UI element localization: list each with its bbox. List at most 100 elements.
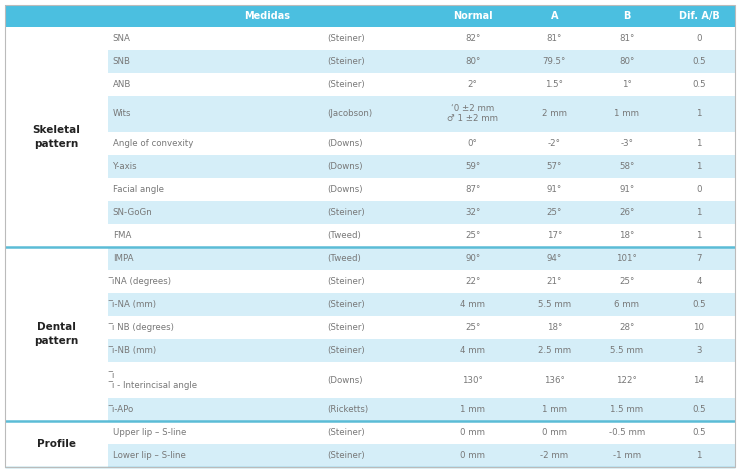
Text: 28°: 28° [619,323,634,332]
Text: 0 mm: 0 mm [542,428,567,437]
Text: 2 mm: 2 mm [542,110,567,118]
Bar [107,201,735,224]
Text: 0.5: 0.5 [692,428,706,437]
Text: 0: 0 [696,185,702,194]
Text: 18°: 18° [619,231,634,240]
Text: 0 mm: 0 mm [460,451,485,460]
Text: 0.5: 0.5 [692,57,706,66]
Text: 10: 10 [693,323,704,332]
Text: ♂ 1 ±2 mm: ♂ 1 ±2 mm [447,114,498,124]
Text: 22°: 22° [465,277,480,286]
Text: 91°: 91° [547,185,562,194]
Text: 94°: 94° [547,254,562,263]
Text: SNA: SNA [112,34,130,43]
Text: (Steiner): (Steiner) [327,80,365,89]
Text: Dental
pattern: Dental pattern [34,322,78,346]
Bar [107,398,735,421]
Text: 7: 7 [696,254,702,263]
Text: -2°: -2° [548,139,561,148]
Text: 1.5°: 1.5° [545,80,563,89]
Text: (Ricketts): (Ricketts) [327,405,369,414]
Text: 5.5 mm: 5.5 mm [538,300,571,309]
Text: Skeletal
pattern: Skeletal pattern [33,125,80,149]
Text: 1 mm: 1 mm [460,405,485,414]
Bar [107,362,735,398]
Text: -0.5 mm: -0.5 mm [608,428,645,437]
Text: 59°: 59° [465,162,480,171]
Text: (Tweed): (Tweed) [327,254,361,263]
Text: 18°: 18° [547,323,562,332]
Text: 0.5: 0.5 [692,80,706,89]
Bar [107,178,735,201]
Bar [107,270,735,293]
Text: (Steiner): (Steiner) [327,34,365,43]
Text: A: A [551,11,558,21]
Text: -1 mm: -1 mm [613,451,641,460]
Text: 25°: 25° [547,208,562,217]
Text: 1: 1 [696,208,702,217]
Text: Medidas: Medidas [244,11,290,21]
Text: 25°: 25° [465,323,480,332]
Bar [107,444,735,467]
Text: 1 mm: 1 mm [614,110,639,118]
Text: ANB: ANB [112,80,131,89]
Text: 101°: 101° [616,254,637,263]
Text: Dif. A/B: Dif. A/B [679,11,719,21]
Text: 0: 0 [696,34,702,43]
Text: 0.5: 0.5 [692,405,706,414]
Text: B: B [623,11,630,21]
Text: 25°: 25° [619,277,634,286]
Bar [107,155,735,178]
Text: 25°: 25° [465,231,480,240]
Bar [5,5,735,27]
Text: 1: 1 [696,139,702,148]
Text: 0°: 0° [468,139,477,148]
Text: 21°: 21° [547,277,562,286]
Text: (Steiner): (Steiner) [327,57,365,66]
Text: 57°: 57° [547,162,562,171]
Text: SNB: SNB [112,57,131,66]
Text: 87°: 87° [465,185,480,194]
Text: 2.5 mm: 2.5 mm [538,346,571,355]
Text: 130°: 130° [462,376,483,385]
Bar [107,224,735,247]
Bar [107,339,735,362]
Bar [107,132,735,155]
Text: 32°: 32° [465,208,480,217]
Text: 14: 14 [693,376,704,385]
Text: Facial angle: Facial angle [112,185,164,194]
Text: (Downs): (Downs) [327,139,363,148]
Text: ̅ı - Interincisal angle: ̅ı - Interincisal angle [112,380,198,389]
Text: 1.5 mm: 1.5 mm [610,405,643,414]
Text: 136°: 136° [544,376,565,385]
Bar [107,421,735,444]
Text: IMPA: IMPA [112,254,133,263]
Text: ̅ı: ̅ı [112,371,115,379]
Text: 26°: 26° [619,208,634,217]
Text: (Steiner): (Steiner) [327,208,365,217]
Text: 3: 3 [696,346,702,355]
Text: (Steiner): (Steiner) [327,451,365,460]
Text: 122°: 122° [616,376,637,385]
Text: 2°: 2° [468,80,477,89]
Bar [107,96,735,132]
Text: 58°: 58° [619,162,634,171]
Text: 5.5 mm: 5.5 mm [610,346,643,355]
Bar [107,316,735,339]
Text: ‘0 ±2 mm: ‘0 ±2 mm [451,104,494,113]
Text: Upper lip – S-line: Upper lip – S-line [112,428,186,437]
Text: 4: 4 [696,277,702,286]
Text: 90°: 90° [465,254,480,263]
Text: ̅ıNA (degrees): ̅ıNA (degrees) [112,277,172,286]
Text: 1: 1 [696,231,702,240]
Text: (Steiner): (Steiner) [327,346,365,355]
Text: (Steiner): (Steiner) [327,428,365,437]
Text: 80°: 80° [465,57,480,66]
Text: ̅ı-NB (mm): ̅ı-NB (mm) [112,346,157,355]
Text: (Tweed): (Tweed) [327,231,361,240]
Bar [107,27,735,50]
Text: 1: 1 [696,110,702,118]
Text: 81°: 81° [619,34,634,43]
Text: 1: 1 [696,451,702,460]
Bar [107,293,735,316]
